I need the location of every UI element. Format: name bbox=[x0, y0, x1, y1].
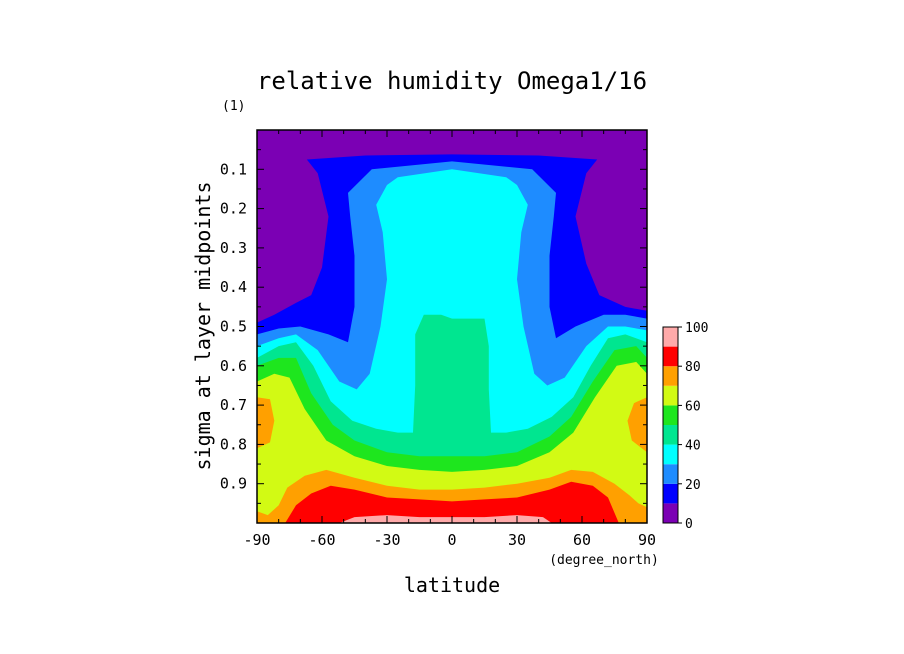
colorbar-tick-label: 100 bbox=[685, 321, 708, 336]
x-tick-label: 60 bbox=[573, 531, 591, 549]
x-tick-label: -30 bbox=[373, 531, 400, 549]
contour-plot bbox=[257, 130, 647, 524]
contour-region-9 bbox=[285, 481, 619, 523]
colorbar-swatch bbox=[663, 366, 678, 386]
colorbar-swatch bbox=[663, 444, 678, 465]
colorbar-legend: 0 20 40 60 80 100 bbox=[662, 321, 708, 532]
colorbar-tick-label: 40 bbox=[685, 439, 701, 454]
y-tick-label: 0.5 bbox=[220, 318, 247, 336]
y-tick-label: 0.4 bbox=[220, 278, 247, 296]
axes: -90 -60 -30 0 30 60 90 0.1 0.2 0.3 0.4 0.5 0.6 0.7 0.8… bbox=[220, 129, 656, 549]
colorbar-tick-label: 60 bbox=[685, 399, 701, 414]
contour-region-7 bbox=[257, 397, 275, 449]
colorbar-tick-label: 20 bbox=[685, 478, 701, 493]
x-axis-label: latitude bbox=[404, 573, 500, 597]
y-axis-label: sigma at layer midpoints bbox=[191, 182, 215, 471]
x-tick-label: 90 bbox=[638, 531, 656, 549]
colorbar-swatch bbox=[663, 327, 678, 347]
x-axis-units: (degree_north) bbox=[549, 553, 659, 568]
colorbar-swatch bbox=[663, 464, 678, 484]
colorbar-swatch bbox=[663, 346, 678, 367]
colorbar-swatch bbox=[663, 483, 678, 504]
x-tick-label: 0 bbox=[447, 531, 456, 549]
y-tick-label: 0.9 bbox=[220, 475, 247, 493]
colorbar-swatch bbox=[663, 425, 678, 445]
x-tick-label: 30 bbox=[508, 531, 526, 549]
colorbar-swatch bbox=[663, 385, 678, 406]
colorbar-swatch bbox=[663, 503, 678, 523]
y-tick-label: 0.7 bbox=[220, 396, 247, 414]
colorbar-frame bbox=[662, 326, 679, 524]
y-tick-label: 0.6 bbox=[220, 357, 247, 375]
chart-title: relative humidity Omega1/16 bbox=[257, 67, 647, 95]
colorbar-tick-label: 0 bbox=[685, 517, 693, 532]
x-tick-label: -90 bbox=[243, 531, 270, 549]
units-label: (1) bbox=[222, 99, 245, 114]
x-tick-label: -60 bbox=[308, 531, 335, 549]
y-tick-label: 0.2 bbox=[220, 200, 247, 218]
y-tick-label: 0.1 bbox=[220, 160, 247, 178]
contour-region-10 bbox=[339, 515, 552, 523]
colorbar-swatch bbox=[663, 405, 678, 425]
y-tick-label: 0.8 bbox=[220, 435, 247, 453]
contour-region-8 bbox=[627, 397, 647, 453]
colorbar-tick-label: 80 bbox=[685, 360, 701, 375]
y-tick-label: 0.3 bbox=[220, 239, 247, 257]
